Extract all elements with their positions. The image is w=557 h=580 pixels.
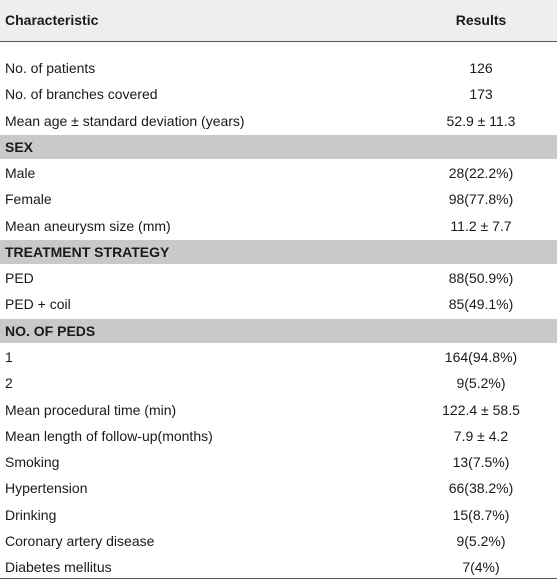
row-label: Mean age ± standard deviation (years) bbox=[5, 112, 245, 129]
row-result: 66(38.2%) bbox=[448, 480, 514, 497]
row-label: Hypertension bbox=[5, 480, 88, 497]
row-label: PED bbox=[5, 270, 34, 287]
row-label: PED + coil bbox=[5, 296, 71, 313]
section-label: TREATMENT STRATEGY bbox=[5, 243, 170, 260]
row-label: Diabetes mellitus bbox=[5, 559, 112, 576]
header-cell: Results bbox=[455, 12, 507, 28]
row-label: 2 bbox=[5, 375, 13, 392]
row-label: Mean aneurysm size (mm) bbox=[5, 217, 171, 234]
row-label: Female bbox=[5, 191, 52, 208]
row-label: Coronary artery disease bbox=[5, 532, 155, 549]
row-result: 88(50.9%) bbox=[448, 270, 514, 287]
row-result: 28(22.2%) bbox=[448, 165, 514, 182]
section-row: NO. OF PEDS bbox=[0, 318, 557, 343]
section-row: TREATMENT STRATEGY bbox=[0, 239, 557, 264]
row-result: 9(5.2%) bbox=[456, 532, 506, 549]
section-label: SEX bbox=[5, 138, 34, 155]
row-result: 11.2 ± 7.7 bbox=[450, 217, 512, 234]
row-result: 173 bbox=[469, 86, 493, 103]
row-result: 85(49.1%) bbox=[448, 296, 514, 313]
row-result: 164(94.8%) bbox=[444, 348, 518, 365]
row-result: 98(77.8%) bbox=[448, 191, 514, 208]
row-label: Male bbox=[5, 165, 36, 182]
row-result: 126 bbox=[469, 60, 493, 76]
row-result: 122.4 ± 58.5 bbox=[442, 401, 520, 418]
row-label: 1 bbox=[5, 348, 13, 365]
section-row: SEX bbox=[0, 134, 557, 159]
row-label: Smoking bbox=[5, 454, 60, 471]
row-result: 7.9 ± 4.2 bbox=[453, 427, 509, 444]
row-label: No. of branches covered bbox=[5, 86, 158, 103]
row-result: 7(4%) bbox=[462, 559, 500, 576]
header-row: Characteristic Results bbox=[0, 0, 557, 42]
row-label: No. of patients bbox=[5, 60, 96, 76]
row-result: 13(7.5%) bbox=[452, 454, 510, 471]
row-result: 15(8.7%) bbox=[452, 506, 510, 523]
section-label: NO. OF PEDS bbox=[5, 322, 96, 339]
row-label: Mean procedural time (min) bbox=[5, 401, 177, 418]
row-label: Mean length of follow-up(months) bbox=[5, 427, 213, 444]
row-label: Drinking bbox=[5, 506, 57, 523]
row-result: 52.9 ± 11.3 bbox=[446, 112, 516, 129]
row-result: 9(5.2%) bbox=[456, 375, 506, 392]
header-cell: Characteristic bbox=[5, 12, 99, 28]
